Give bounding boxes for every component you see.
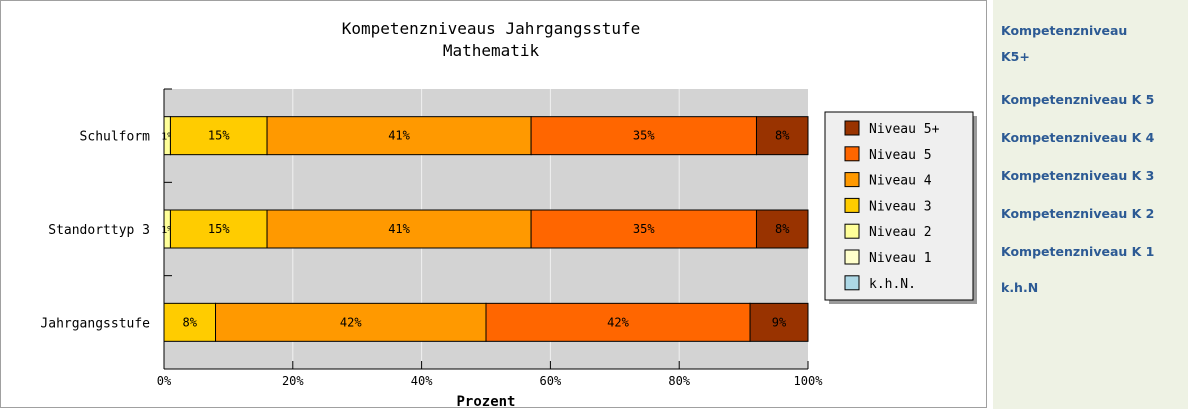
- data-label: 1%: [161, 132, 173, 143]
- x-tick-label: 20%: [282, 374, 304, 388]
- legend-label: Niveau 2: [869, 225, 932, 240]
- sidebar-link[interactable]: Kompetenzniveau K5+: [1001, 18, 1127, 70]
- sidebar-link[interactable]: Kompetenzniveau K 4: [1001, 125, 1154, 151]
- data-label: 35%: [633, 129, 655, 143]
- legend-label: Niveau 4: [869, 174, 932, 189]
- data-label: 1%: [161, 225, 173, 236]
- data-label: 9%: [772, 315, 787, 329]
- chart-title-line-1: Kompetenzniveaus Jahrgangsstufe: [342, 19, 641, 38]
- sidebar-link-text: Kompetenzniveau K 4: [1001, 130, 1155, 145]
- data-label: 15%: [208, 222, 230, 236]
- legend-label: Niveau 5+: [869, 122, 940, 137]
- stacked-bar-chart: Kompetenzniveaus Jahrgangsstufe Mathemati…: [40, 19, 977, 409]
- data-label: 8%: [775, 129, 790, 143]
- bar-segment: [485, 302, 751, 342]
- legend-label: Niveau 5: [869, 148, 932, 163]
- legend-label: k.h.N.: [869, 277, 916, 292]
- data-label: 42%: [607, 315, 629, 329]
- sidebar-link[interactable]: Kompetenzniveau K 2: [1001, 201, 1154, 227]
- data-label: 41%: [388, 129, 410, 143]
- sidebar-link[interactable]: Kompetenzniveau K 1: [1001, 239, 1154, 265]
- sidebar-link-text: Kompetenzniveau K 2: [1001, 206, 1155, 221]
- sidebar-link[interactable]: Kompetenzniveau K 3: [1001, 163, 1154, 189]
- sidebar-link-text: Kompetenzniveau: [1001, 23, 1128, 38]
- x-tick-label: 60%: [540, 374, 562, 388]
- sidebar-link-text: k.h.N: [1001, 280, 1039, 295]
- bar-segment: [266, 209, 532, 249]
- category-label: Schulform: [80, 130, 151, 145]
- x-tick-label: 0%: [157, 374, 172, 388]
- bar-segment: [215, 302, 487, 342]
- x-axis-title: Prozent: [456, 394, 515, 409]
- data-label: 42%: [340, 315, 362, 329]
- bar-segment: [163, 302, 217, 342]
- legend-swatch: [844, 172, 860, 188]
- legend-swatch: [844, 146, 860, 162]
- x-tick-label: 40%: [411, 374, 433, 388]
- chart-panel: Kompetenzniveaus Jahrgangsstufe Mathemati…: [0, 0, 987, 409]
- category-label: Jahrgangsstufe: [40, 316, 150, 331]
- legend-swatch: [844, 120, 860, 136]
- data-label: 15%: [208, 129, 230, 143]
- bar-segment: [755, 209, 809, 249]
- chart-title-line-2: Mathematik: [443, 41, 540, 60]
- sidebar-link[interactable]: Kompetenzniveau K 5: [1001, 87, 1154, 113]
- sidebar-link[interactable]: k.h.N: [1001, 275, 1038, 301]
- bar-segment: [530, 209, 757, 249]
- sidebar-link-text: Kompetenzniveau K 1: [1001, 244, 1155, 259]
- data-label: 8%: [183, 315, 198, 329]
- data-label: 8%: [775, 222, 790, 236]
- legend-swatch: [844, 275, 860, 291]
- x-tick-label: 100%: [794, 374, 824, 388]
- x-tick-label: 80%: [668, 374, 690, 388]
- category-label: Standorttyp 3: [48, 223, 150, 238]
- bar-segment: [755, 116, 809, 156]
- legend-swatch: [844, 223, 860, 239]
- sidebar-link-text: Kompetenzniveau K 3: [1001, 168, 1155, 183]
- sidebar-link-text: K5+: [1001, 49, 1030, 64]
- legend-swatch: [844, 249, 860, 265]
- data-label: 35%: [633, 222, 655, 236]
- bar-segment: [266, 116, 532, 156]
- legend-label: Niveau 1: [869, 251, 932, 266]
- legend-swatch: [844, 197, 860, 213]
- bar-segment: [530, 116, 757, 156]
- legend-label: Niveau 3: [869, 199, 932, 214]
- sidebar-link-text: Kompetenzniveau K 5: [1001, 92, 1155, 107]
- data-label: 41%: [388, 222, 410, 236]
- bar-segment: [749, 302, 809, 342]
- bar-segment: [169, 209, 268, 249]
- sidebar: Kompetenzniveau K5+ Kompetenzniveau K 5 Kom…: [993, 0, 1188, 409]
